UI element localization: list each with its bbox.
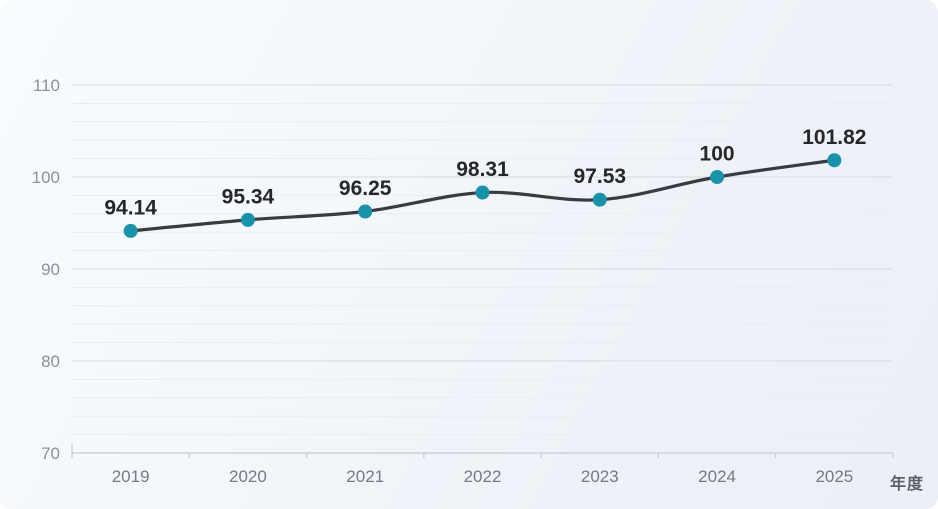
data-point[interactable] (123, 223, 138, 238)
x-tick-label: 2020 (229, 467, 267, 486)
data-point[interactable] (592, 192, 607, 207)
y-tick-label: 100 (32, 168, 60, 187)
x-tick-label: 2025 (815, 467, 853, 486)
data-point-label: 97.53 (574, 165, 627, 188)
data-point[interactable] (827, 153, 842, 168)
data-point[interactable] (240, 212, 255, 227)
data-point-label: 95.34 (222, 185, 275, 208)
x-tick-label: 2022 (464, 467, 502, 486)
x-tick-label: 2023 (581, 467, 619, 486)
y-tick-label: 70 (41, 444, 60, 463)
data-point-label: 98.31 (456, 158, 509, 181)
x-axis-title: 年度 (889, 476, 924, 493)
data-point-label: 94.14 (104, 196, 157, 219)
x-tick-label: 2024 (698, 467, 736, 486)
y-tick-label: 110 (33, 76, 60, 95)
data-point[interactable] (475, 185, 490, 200)
data-point-label: 101.82 (802, 126, 866, 149)
x-tick-label: 2021 (346, 467, 384, 486)
y-tick-label: 90 (41, 260, 60, 279)
x-tick-label: 2019 (112, 467, 150, 486)
y-tick-label: 80 (41, 352, 60, 371)
data-point[interactable] (358, 204, 373, 219)
data-point-label: 100 (700, 143, 735, 166)
data-point[interactable] (710, 170, 725, 184)
data-point-label: 96.25 (339, 177, 392, 200)
